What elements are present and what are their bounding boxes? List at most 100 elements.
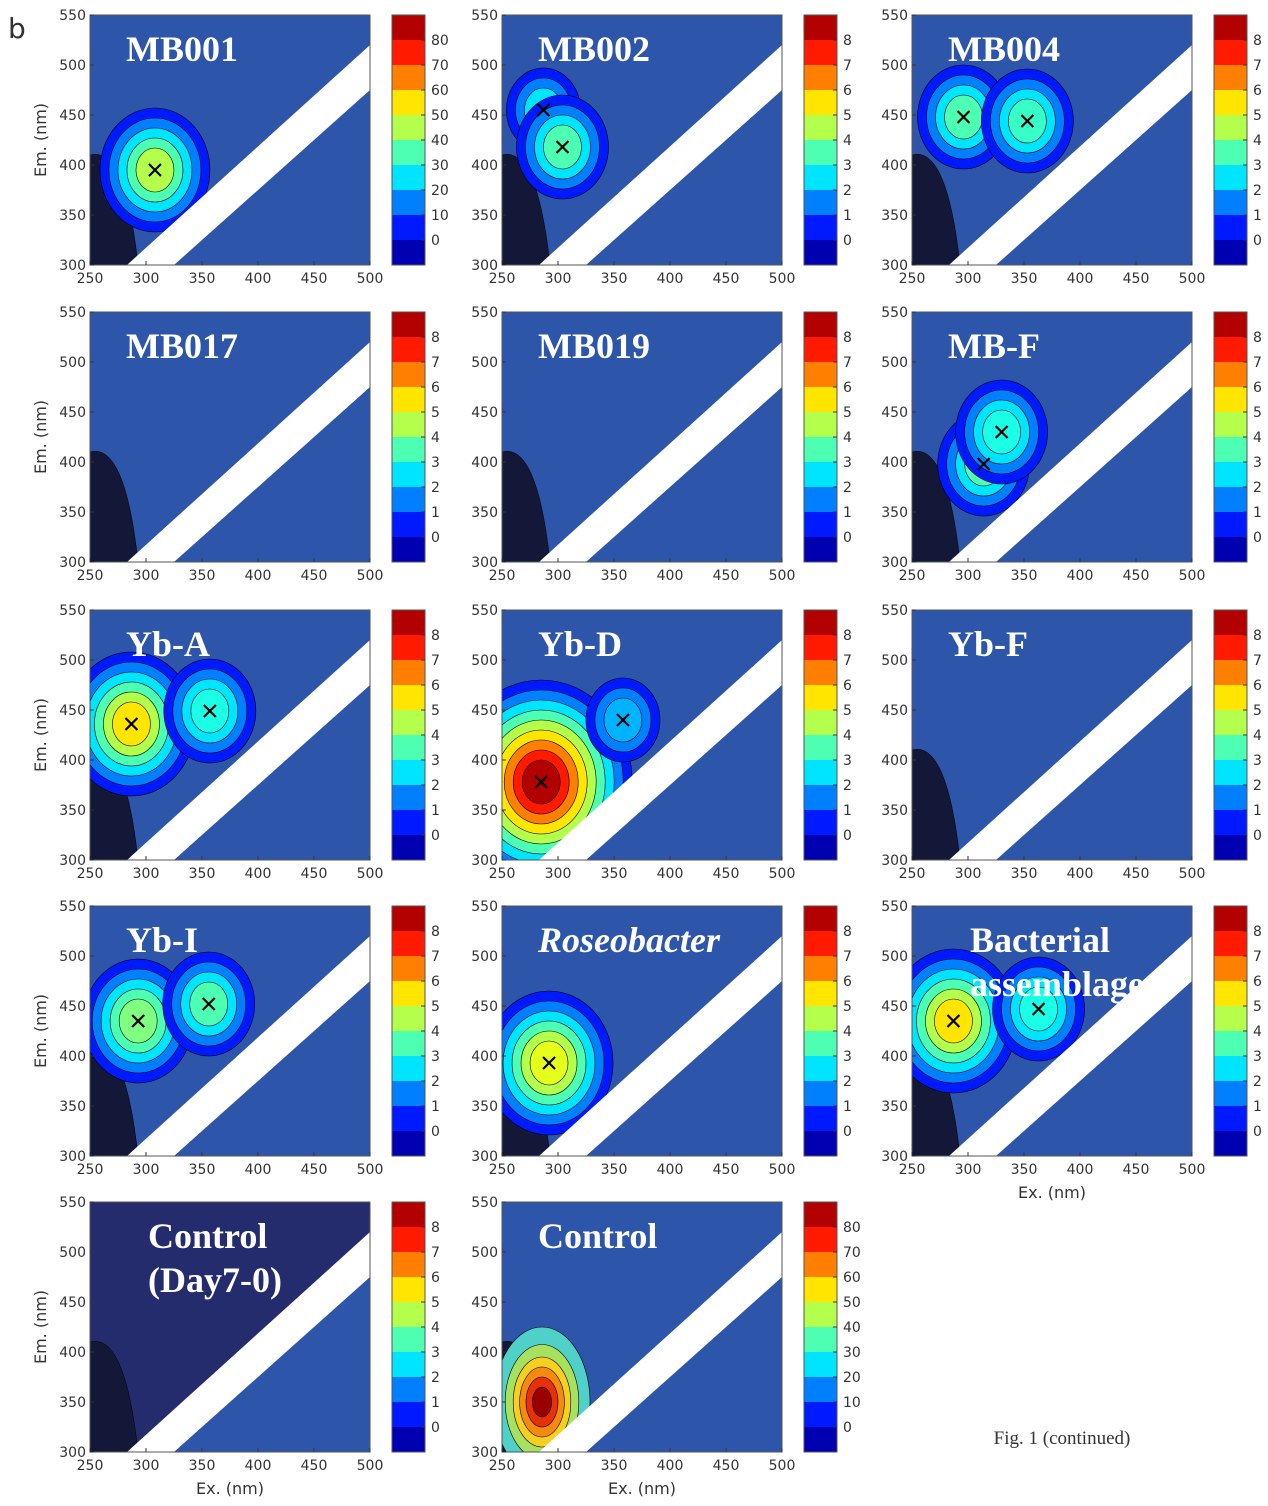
colorbar-tick-label: 3 bbox=[843, 158, 852, 174]
colorbar-tick-label: 1 bbox=[431, 1395, 440, 1411]
colorbar-tick-label: 40 bbox=[431, 133, 449, 149]
y-tick-label: 400 bbox=[59, 753, 86, 769]
colorbar-band bbox=[392, 785, 425, 810]
y-tick-label: 400 bbox=[471, 158, 498, 174]
contour-panel: Yb-I250300350400450500300350400450500550… bbox=[31, 899, 440, 1178]
y-tick-label: 450 bbox=[59, 703, 86, 719]
y-tick-label: 350 bbox=[881, 208, 908, 224]
colorbar-tick-label: 7 bbox=[1253, 355, 1262, 371]
colorbar-band bbox=[804, 312, 837, 337]
x-tick-label: 450 bbox=[301, 1162, 328, 1178]
colorbar-band bbox=[1214, 190, 1247, 215]
y-tick-label: 550 bbox=[881, 899, 908, 915]
x-tick-label: 500 bbox=[357, 568, 384, 584]
colorbar-tick-label: 8 bbox=[1253, 33, 1262, 49]
panel-label: b bbox=[8, 12, 26, 45]
x-tick-label: 450 bbox=[301, 866, 328, 882]
colorbar-tick-label: 1 bbox=[1253, 208, 1262, 224]
colorbar-tick-label: 2 bbox=[1253, 1074, 1262, 1090]
colorbar-tick-label: 10 bbox=[431, 208, 449, 224]
x-tick-label: 300 bbox=[133, 866, 160, 882]
colorbar-tick-label: 6 bbox=[431, 974, 440, 990]
colorbar-tick-label: 6 bbox=[1253, 83, 1262, 99]
colorbar-tick-label: 0 bbox=[843, 1420, 852, 1436]
colorbar-band bbox=[1214, 240, 1247, 265]
contour-panel: MB-F250300350400450500300350400450500550… bbox=[881, 305, 1262, 584]
x-tick-label: 500 bbox=[357, 866, 384, 882]
panel-title: Yb-I bbox=[126, 920, 198, 960]
panel-title: Control bbox=[148, 1216, 267, 1256]
colorbar-tick-label: 7 bbox=[843, 58, 852, 74]
y-tick-label: 400 bbox=[471, 455, 498, 471]
y-tick-label: 350 bbox=[471, 803, 498, 819]
colorbar-band bbox=[1214, 956, 1247, 981]
y-tick-label: 500 bbox=[881, 949, 908, 965]
x-tick-label: 500 bbox=[1179, 1162, 1206, 1178]
colorbar-tick-label: 10 bbox=[843, 1395, 861, 1411]
colorbar-band bbox=[804, 1006, 837, 1031]
x-tick-label: 400 bbox=[245, 866, 272, 882]
y-tick-label: 300 bbox=[471, 1149, 498, 1165]
colorbar-tick-label: 1 bbox=[843, 803, 852, 819]
panel-title: MB-F bbox=[948, 326, 1040, 366]
y-tick-label: 550 bbox=[881, 305, 908, 321]
contour-panel: Yb-F250300350400450500300350400450500550… bbox=[881, 603, 1262, 882]
colorbar-band bbox=[1214, 1081, 1247, 1106]
colorbar-band bbox=[392, 635, 425, 660]
colorbar-tick-label: 8 bbox=[1253, 330, 1262, 346]
y-axis-label: Em. (nm) bbox=[31, 994, 50, 1068]
x-tick-label: 500 bbox=[769, 1162, 796, 1178]
colorbar-band bbox=[1214, 685, 1247, 710]
y-tick-label: 350 bbox=[471, 208, 498, 224]
colorbar-band bbox=[804, 412, 837, 437]
colorbar-tick-label: 6 bbox=[431, 678, 440, 694]
colorbar-band bbox=[804, 40, 837, 65]
y-tick-label: 450 bbox=[471, 703, 498, 719]
colorbar-tick-label: 0 bbox=[1253, 530, 1262, 546]
y-tick-label: 350 bbox=[881, 803, 908, 819]
colorbar-band bbox=[392, 1006, 425, 1031]
colorbar-tick-label: 2 bbox=[1253, 183, 1262, 199]
colorbar-tick-label: 7 bbox=[431, 1245, 440, 1261]
colorbar-band bbox=[392, 215, 425, 240]
x-tick-label: 300 bbox=[133, 271, 160, 287]
colorbar-tick-label: 0 bbox=[1253, 828, 1262, 844]
y-tick-label: 450 bbox=[471, 108, 498, 124]
x-tick-label: 400 bbox=[245, 271, 272, 287]
colorbar-tick-label: 3 bbox=[431, 1345, 440, 1361]
colorbar-band bbox=[1214, 537, 1247, 562]
x-tick-label: 400 bbox=[245, 1458, 272, 1474]
x-tick-label: 300 bbox=[955, 866, 982, 882]
colorbar-band bbox=[392, 65, 425, 90]
colorbar-band bbox=[804, 190, 837, 215]
y-tick-label: 300 bbox=[881, 853, 908, 869]
colorbar-tick-label: 3 bbox=[431, 455, 440, 471]
colorbar-band bbox=[392, 1277, 425, 1302]
colorbar-tick-label: 0 bbox=[843, 1124, 852, 1140]
colorbar-tick-label: 0 bbox=[843, 233, 852, 249]
colorbar-band bbox=[804, 165, 837, 190]
colorbar-band bbox=[804, 931, 837, 956]
colorbar-band bbox=[804, 462, 837, 487]
colorbar-band bbox=[392, 1352, 425, 1377]
y-tick-label: 500 bbox=[881, 355, 908, 371]
y-tick-label: 550 bbox=[881, 8, 908, 24]
colorbar-tick-label: 20 bbox=[843, 1370, 861, 1386]
colorbar-band bbox=[392, 735, 425, 760]
colorbar-band bbox=[1214, 735, 1247, 760]
y-tick-label: 500 bbox=[471, 355, 498, 371]
colorbar-band bbox=[804, 215, 837, 240]
colorbar-tick-label: 2 bbox=[1253, 778, 1262, 794]
x-tick-label: 450 bbox=[301, 568, 328, 584]
colorbar-tick-label: 1 bbox=[1253, 1099, 1262, 1115]
x-tick-label: 400 bbox=[245, 568, 272, 584]
colorbar-tick-label: 6 bbox=[843, 678, 852, 694]
x-tick-label: 500 bbox=[1179, 866, 1206, 882]
colorbar-band bbox=[392, 1106, 425, 1131]
colorbar-tick-label: 0 bbox=[1253, 1124, 1262, 1140]
colorbar-tick-label: 0 bbox=[431, 530, 440, 546]
y-tick-label: 300 bbox=[471, 555, 498, 571]
colorbar-band bbox=[804, 785, 837, 810]
colorbar-tick-label: 60 bbox=[431, 83, 449, 99]
colorbar-band bbox=[392, 810, 425, 835]
